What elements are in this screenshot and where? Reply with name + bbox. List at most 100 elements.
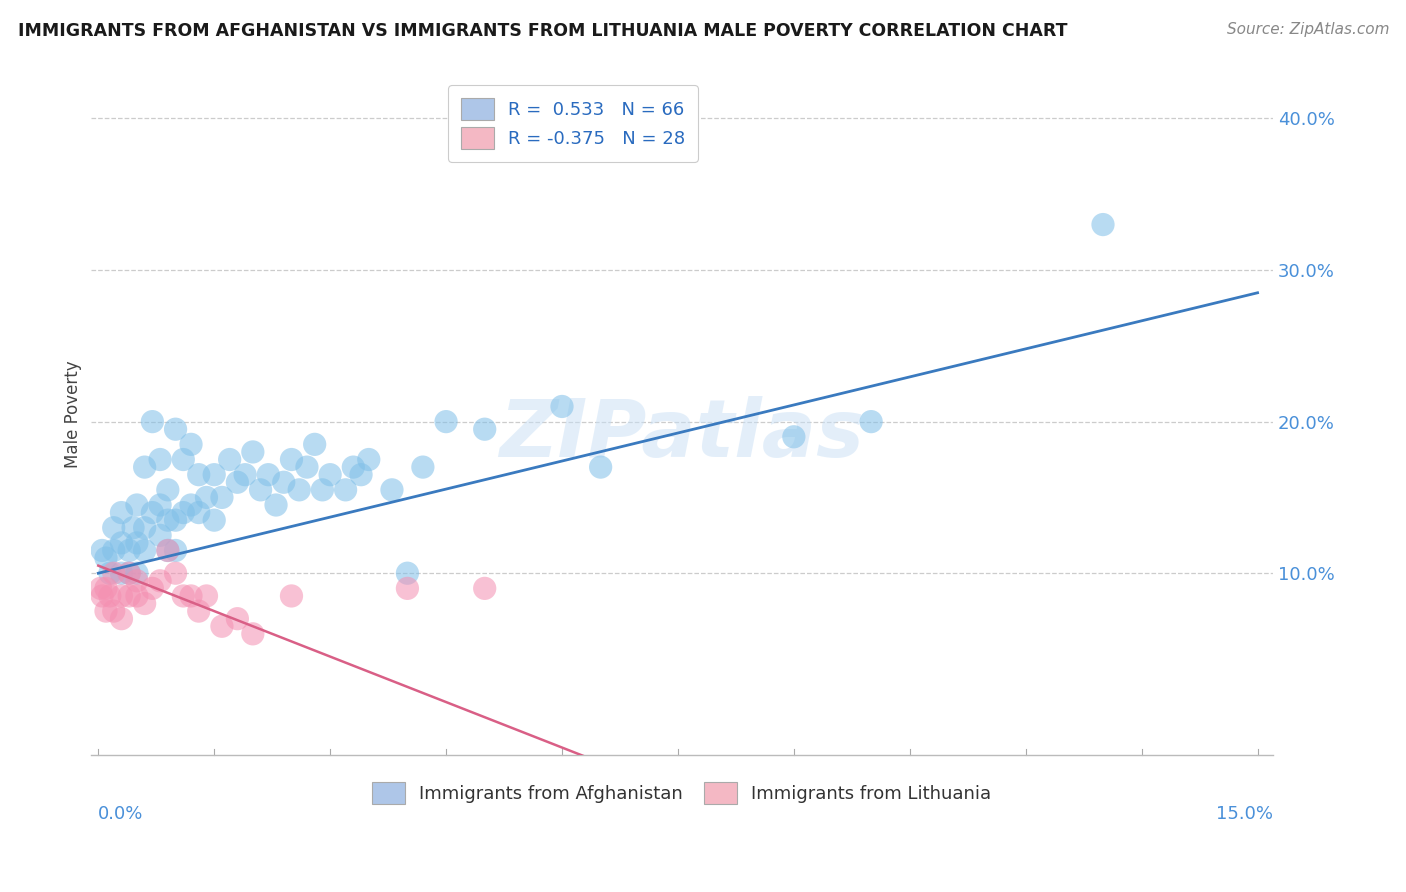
Point xyxy=(226,475,249,490)
Point xyxy=(335,483,357,497)
Point xyxy=(280,589,302,603)
Text: Source: ZipAtlas.com: Source: ZipAtlas.com xyxy=(1226,22,1389,37)
Point xyxy=(141,415,163,429)
Point xyxy=(110,589,132,603)
Point xyxy=(94,604,117,618)
Point xyxy=(98,589,121,603)
Point xyxy=(149,498,172,512)
Point xyxy=(134,460,156,475)
Point xyxy=(94,582,117,596)
Point xyxy=(134,543,156,558)
Point xyxy=(783,430,806,444)
Point xyxy=(319,467,342,482)
Point xyxy=(180,437,202,451)
Point xyxy=(94,551,117,566)
Point xyxy=(156,483,179,497)
Point xyxy=(187,604,209,618)
Point xyxy=(156,543,179,558)
Point xyxy=(273,475,295,490)
Point xyxy=(233,467,256,482)
Point xyxy=(90,582,112,596)
Point xyxy=(249,483,271,497)
Point xyxy=(110,536,132,550)
Point xyxy=(280,452,302,467)
Point xyxy=(172,452,194,467)
Point xyxy=(98,566,121,581)
Point xyxy=(134,597,156,611)
Point xyxy=(218,452,240,467)
Point xyxy=(396,582,419,596)
Point xyxy=(110,612,132,626)
Point xyxy=(165,422,187,436)
Point xyxy=(474,582,496,596)
Point xyxy=(125,536,148,550)
Text: 0.0%: 0.0% xyxy=(98,805,143,823)
Point xyxy=(165,543,187,558)
Point xyxy=(242,445,264,459)
Point xyxy=(187,467,209,482)
Text: 15.0%: 15.0% xyxy=(1216,805,1272,823)
Point xyxy=(91,543,114,558)
Point xyxy=(141,582,163,596)
Point xyxy=(165,566,187,581)
Point xyxy=(311,483,333,497)
Legend: Immigrants from Afghanistan, Immigrants from Lithuania: Immigrants from Afghanistan, Immigrants … xyxy=(364,774,998,811)
Point xyxy=(257,467,280,482)
Point xyxy=(264,498,287,512)
Point xyxy=(589,460,612,475)
Point xyxy=(381,483,404,497)
Point xyxy=(187,506,209,520)
Point xyxy=(122,521,145,535)
Point xyxy=(91,589,114,603)
Point xyxy=(141,506,163,520)
Point xyxy=(172,506,194,520)
Point xyxy=(125,498,148,512)
Point xyxy=(1091,218,1114,232)
Point xyxy=(396,566,419,581)
Point xyxy=(202,513,225,527)
Point xyxy=(860,415,883,429)
Point xyxy=(242,627,264,641)
Point xyxy=(110,506,132,520)
Point xyxy=(195,491,218,505)
Point xyxy=(180,498,202,512)
Point xyxy=(125,566,148,581)
Point xyxy=(149,574,172,588)
Point xyxy=(103,543,125,558)
Point xyxy=(125,589,148,603)
Point xyxy=(149,528,172,542)
Point xyxy=(350,467,373,482)
Point xyxy=(342,460,364,475)
Text: IMMIGRANTS FROM AFGHANISTAN VS IMMIGRANTS FROM LITHUANIA MALE POVERTY CORRELATIO: IMMIGRANTS FROM AFGHANISTAN VS IMMIGRANT… xyxy=(18,22,1067,40)
Text: ZIPatlas: ZIPatlas xyxy=(499,395,865,474)
Y-axis label: Male Poverty: Male Poverty xyxy=(65,360,82,468)
Point xyxy=(202,467,225,482)
Point xyxy=(412,460,434,475)
Point xyxy=(295,460,318,475)
Point xyxy=(118,566,141,581)
Point xyxy=(110,566,132,581)
Point xyxy=(551,400,574,414)
Point xyxy=(125,574,148,588)
Point xyxy=(195,589,218,603)
Point xyxy=(434,415,457,429)
Point xyxy=(357,452,380,467)
Point xyxy=(165,513,187,527)
Point xyxy=(156,513,179,527)
Point xyxy=(180,589,202,603)
Point xyxy=(172,589,194,603)
Point xyxy=(211,491,233,505)
Point xyxy=(103,521,125,535)
Point xyxy=(226,612,249,626)
Point xyxy=(103,566,125,581)
Point xyxy=(118,543,141,558)
Point xyxy=(118,589,141,603)
Point xyxy=(149,452,172,467)
Point xyxy=(288,483,311,497)
Point xyxy=(304,437,326,451)
Point xyxy=(103,604,125,618)
Point xyxy=(134,521,156,535)
Point xyxy=(118,566,141,581)
Point xyxy=(211,619,233,633)
Point xyxy=(156,543,179,558)
